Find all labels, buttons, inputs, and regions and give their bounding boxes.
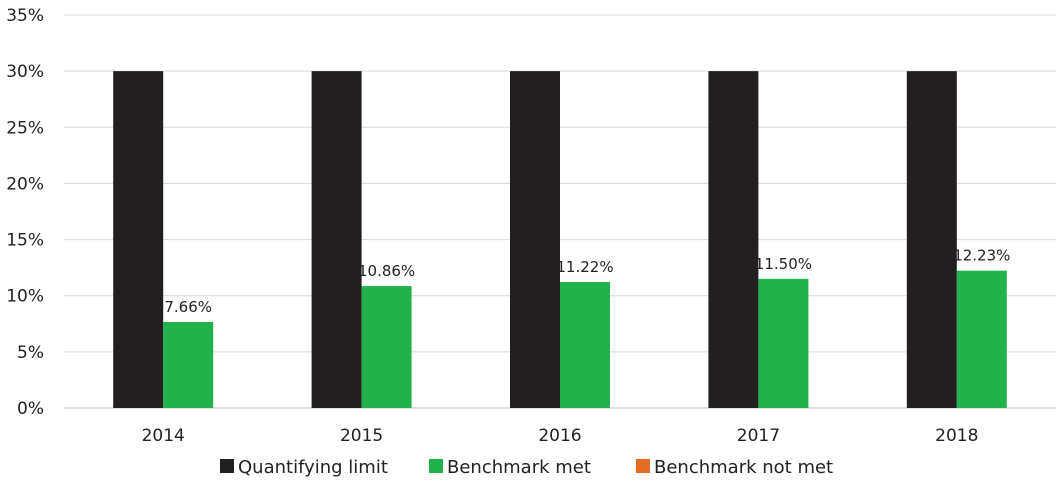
bar-benchmark-met <box>560 282 610 408</box>
data-labels: 7.66% 10.86% 11.22% 11.50% 12.23% <box>164 247 1010 316</box>
bar-quantifying-limit <box>708 71 759 409</box>
legend-label: Quantifying limit <box>238 457 388 478</box>
bar-benchmark-met <box>163 321 214 408</box>
legend-swatch <box>220 459 234 473</box>
data-label: 11.50% <box>755 255 812 273</box>
x-tick-label: 2017 <box>737 426 780 446</box>
bar-benchmark-met <box>758 278 809 408</box>
x-tick-label: 2018 <box>935 426 978 446</box>
legend-label: Benchmark met <box>447 457 591 478</box>
y-tick-label: 35% <box>6 6 44 26</box>
y-tick-label: 5% <box>17 343 44 363</box>
bar-quantifying-limit <box>906 71 957 409</box>
data-label: 11.22% <box>556 258 613 276</box>
data-label: 12.23% <box>953 247 1010 265</box>
y-axis: 0% 5% 10% 15% 20% 25% 30% 35% <box>6 6 44 419</box>
legend-swatch <box>636 459 650 473</box>
bar-quantifying-limit <box>510 71 560 409</box>
y-tick-label: 25% <box>6 118 44 138</box>
bar-benchmark-met <box>956 270 1007 408</box>
y-tick-label: 10% <box>6 287 44 307</box>
data-label: 10.86% <box>358 262 415 280</box>
legend: Quantifying limit Benchmark met Benchmark … <box>220 457 833 478</box>
legend-swatch <box>429 459 443 473</box>
x-tick-label: 2015 <box>340 426 383 446</box>
x-tick-label: 2014 <box>142 426 185 446</box>
legend-label: Benchmark not met <box>654 457 833 478</box>
y-tick-label: 20% <box>6 174 44 194</box>
y-tick-label: 0% <box>17 399 44 419</box>
bar-quantifying-limit <box>113 71 164 409</box>
bars <box>113 71 1007 409</box>
y-tick-label: 30% <box>6 62 44 82</box>
bar-benchmark-met <box>361 286 412 408</box>
data-label: 7.66% <box>164 298 212 316</box>
y-tick-label: 15% <box>6 231 44 251</box>
x-tick-label: 2016 <box>538 426 581 446</box>
bar-quantifying-limit <box>311 71 362 409</box>
x-axis: 2014 2015 2016 2017 2018 <box>142 426 979 446</box>
